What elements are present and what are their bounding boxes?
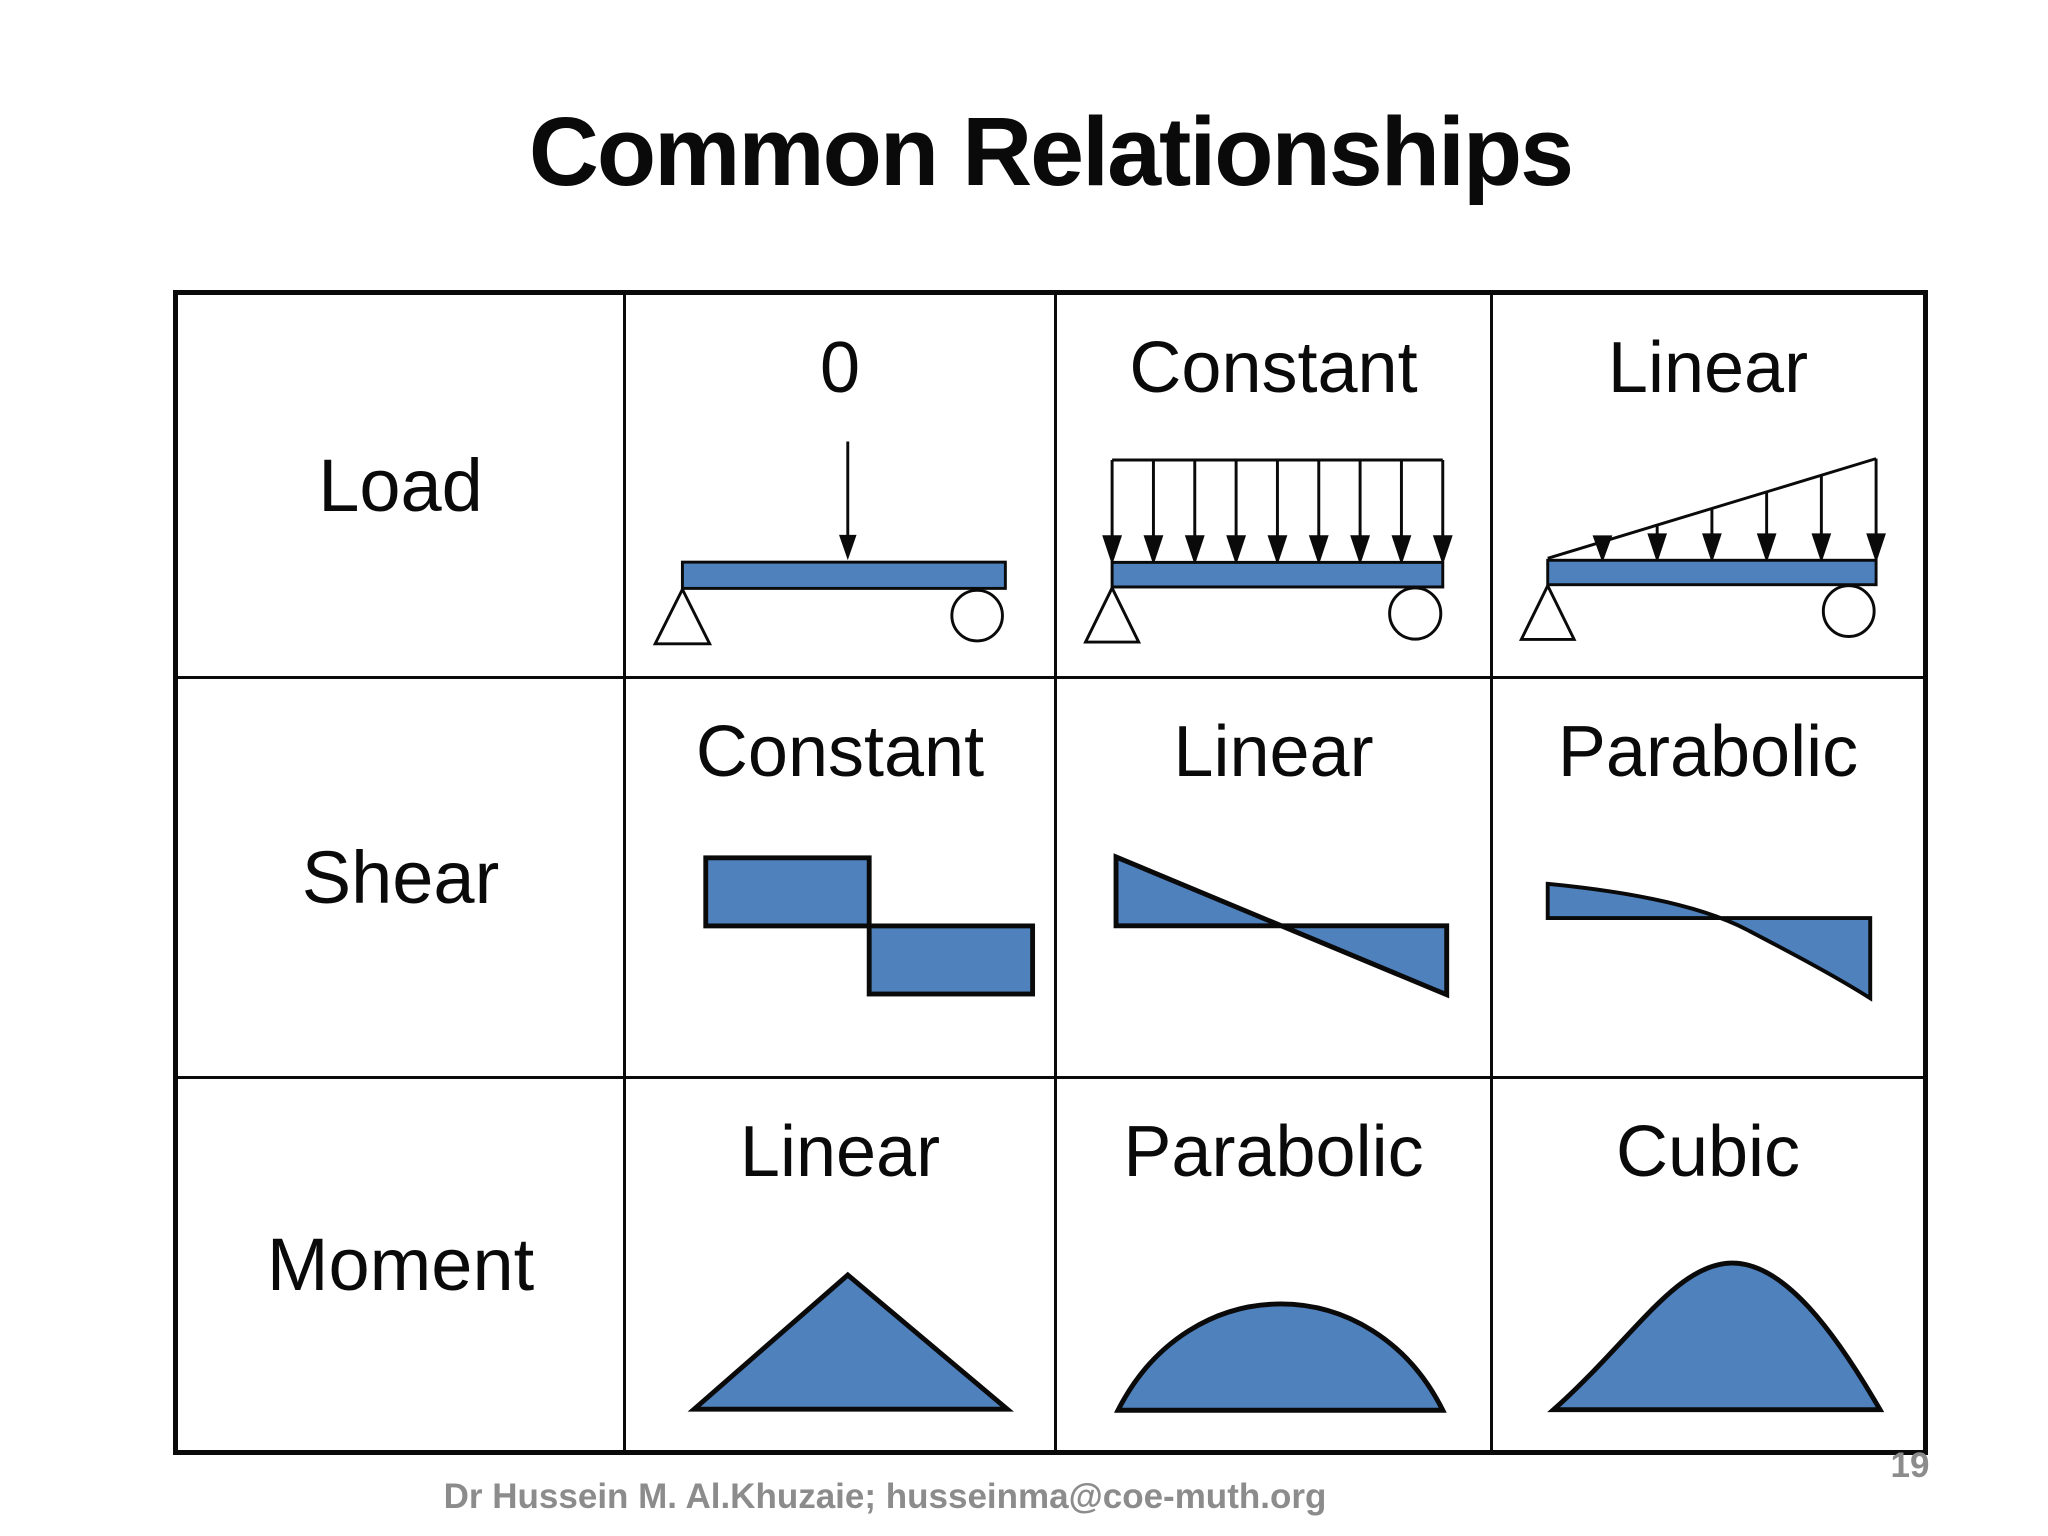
row-header-load: Load [178,295,626,679]
cell-moment-cubic: Cubic [1493,1079,1923,1450]
pin-support-icon [1518,581,1577,641]
row-label-shear: Shear [301,836,500,919]
caption-moment-linear: Linear [739,1112,941,1192]
caption-load-constant: Constant [1129,328,1418,408]
row-header-moment: Moment [178,1079,626,1450]
row-label-load: Load [318,444,483,527]
caption-shear-constant: Constant [695,712,985,792]
row-header-shear: Shear [178,679,626,1079]
point-load-beam-diagram [652,441,1007,645]
pin-support-icon [652,585,713,645]
cell-moment-parabolic: Parabolic [1057,1079,1493,1450]
relationships-table: Load 0 Constant [173,290,1928,1455]
parabolic-shear-diagram [1545,881,1873,1002]
cell-moment-linear: Linear [626,1079,1057,1450]
cell-shear-parabolic: Parabolic [1493,679,1923,1079]
roller-support-icon [1388,586,1443,641]
triangular-moment-diagram [687,1271,1014,1412]
linear-shear-diagram [1113,852,1450,999]
caption-moment-parabolic: Parabolic [1123,1112,1424,1192]
parabolic-moment-diagram [1114,1301,1447,1413]
roller-support-icon [950,588,1004,642]
step-shear-diagram [703,854,1036,997]
cell-load-linear: Linear [1493,295,1923,679]
caption-moment-cubic: Cubic [1615,1112,1801,1192]
footer-author-text: Dr Hussein M. Al.Khuzaie; husseinma@coe-… [443,1477,1327,1516]
cubic-moment-diagram [1547,1260,1885,1412]
pin-support-icon [1083,584,1142,644]
uniform-load-beam-diagram [1083,458,1453,644]
caption-shear-linear: Linear [1173,712,1374,792]
caption-shear-parabolic: Parabolic [1557,712,1859,792]
cell-load-zero: 0 [626,295,1057,679]
cell-shear-linear: Linear [1057,679,1493,1079]
cell-load-constant: Constant [1057,295,1493,679]
caption-load-zero: 0 [819,328,861,408]
slide-title: Common Relationships [528,97,1574,206]
caption-load-linear: Linear [1607,328,1809,408]
triangular-load-beam-diagram [1518,456,1886,641]
roller-support-icon [1821,583,1876,638]
page-number: 19 [1890,1446,1930,1485]
cell-shear-constant: Constant [626,679,1057,1079]
row-label-moment: Moment [266,1223,535,1306]
